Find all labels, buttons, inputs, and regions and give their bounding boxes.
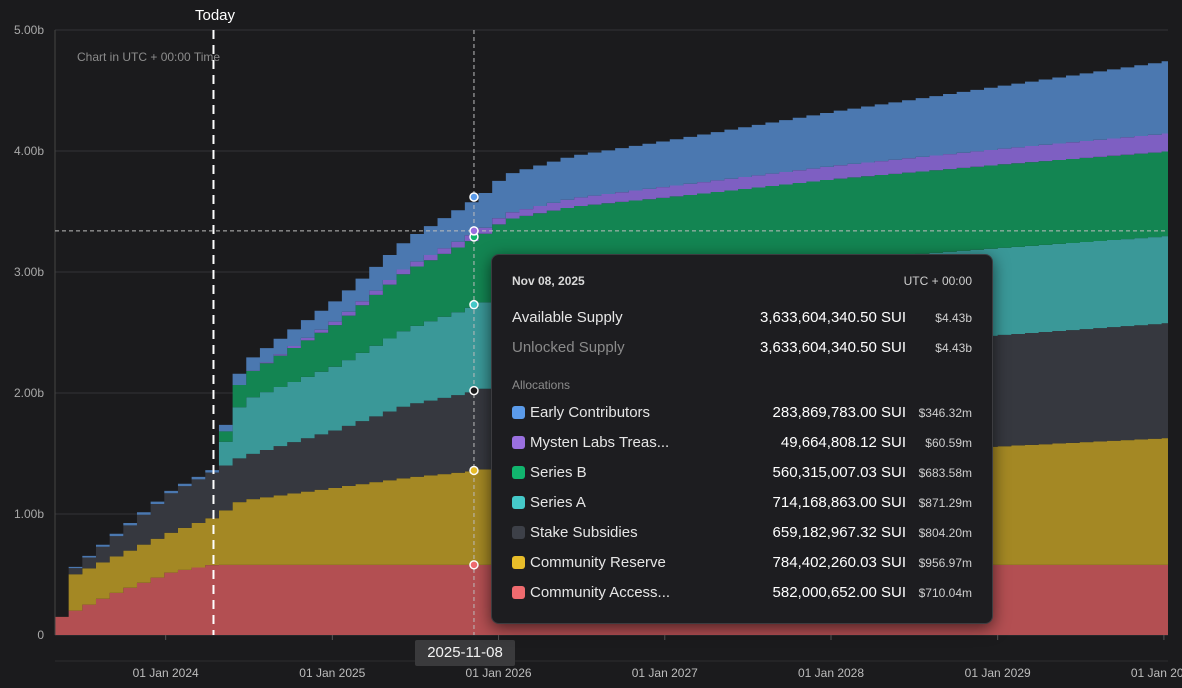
allocation-usd: $346.32m (918, 406, 972, 420)
x-tick-label: 01 Jan 2026 (466, 666, 532, 680)
area-series-b (55, 151, 1168, 617)
y-tick-label: 4.00b (14, 144, 44, 158)
x-tick-label: 01 Jan 2025 (299, 666, 365, 680)
legend-swatch (512, 526, 525, 539)
unlocked-supply-value: 3,633,604,340.50 SUI (760, 339, 906, 356)
allocation-usd: $710.04m (918, 586, 972, 600)
hover-point (469, 192, 479, 202)
y-tick-label: 0 (37, 628, 44, 642)
allocation-value: 49,664,808.12 SUI (780, 434, 906, 451)
area-early-contributors (55, 60, 1168, 617)
legend-swatch (512, 406, 525, 419)
available-supply-label: Available Supply (512, 309, 623, 326)
allocation-label: Series A (530, 494, 586, 511)
allocation-label: Stake Subsidies (530, 524, 638, 541)
hover-point (469, 226, 479, 236)
allocation-label: Community Access... (530, 584, 671, 601)
tooltip-timezone: UTC + 00:00 (903, 274, 972, 288)
allocation-row: Early Contributors 283,869,783.00 SUI $346… (512, 402, 972, 424)
x-tick-label: 01 Jan 2029 (965, 666, 1031, 680)
y-tick-label: 5.00b (14, 23, 44, 37)
allocation-label: Early Contributors (530, 404, 651, 421)
y-tick-label: 3.00b (14, 265, 44, 279)
hover-point (469, 299, 479, 310)
allocation-usd: $956.97m (918, 556, 972, 570)
x-tick-label: 01 Jan 2028 (798, 666, 864, 680)
available-supply-row: Available Supply 3,633,604,340.50 SUI $4… (512, 307, 972, 329)
allocation-row: Mysten Labs Treas... 49,664,808.12 SUI $60… (512, 432, 972, 454)
legend-swatch (512, 436, 525, 449)
hover-point (469, 385, 479, 396)
x-tick-label: 01 Jan 2027 (632, 666, 698, 680)
y-tick-label: 1.00b (14, 507, 44, 521)
hover-point (469, 560, 479, 570)
allocation-row: Community Access... 582,000,652.00 SUI $71… (512, 582, 972, 604)
utc-note: Chart in UTC + 00:00 Time (77, 50, 221, 64)
allocation-value: 582,000,652.00 SUI (772, 584, 906, 601)
allocation-row: Series A 714,168,863.00 SUI $871.29m (512, 492, 972, 514)
allocations-heading: Allocations (512, 378, 571, 392)
legend-swatch (512, 586, 525, 599)
allocation-label: Mysten Labs Treas... (530, 434, 670, 451)
allocation-value: 560,315,007.03 SUI (772, 464, 906, 481)
legend-swatch (512, 496, 525, 509)
hover-point (469, 465, 479, 476)
x-tick-label: 01 Jan 2024 (133, 666, 199, 680)
unlocked-supply-row: Unlocked Supply 3,633,604,340.50 SUI $4.… (512, 337, 972, 359)
tooltip-date: Nov 08, 2025 (512, 274, 585, 288)
allocation-label: Community Reserve (530, 554, 666, 571)
legend-swatch (512, 556, 525, 569)
x-tick-label: 01 Jan 2030 (1131, 666, 1182, 680)
allocation-usd: $871.29m (918, 496, 972, 510)
allocation-usd: $804.20m (918, 526, 972, 540)
today-label: Today (195, 7, 236, 24)
allocation-value: 283,869,783.00 SUI (772, 404, 906, 421)
available-supply-usd: $4.43b (935, 311, 972, 325)
allocation-value: 784,402,260.03 SUI (772, 554, 906, 571)
allocation-label: Series B (530, 464, 587, 481)
allocation-row: Community Reserve 784,402,260.03 SUI $956.… (512, 552, 972, 574)
y-tick-label: 2.00b (14, 386, 44, 400)
allocation-usd: $60.59m (925, 436, 972, 450)
available-supply-value: 3,633,604,340.50 SUI (760, 309, 906, 326)
legend-swatch (512, 466, 525, 479)
allocation-value: 714,168,863.00 SUI (772, 494, 906, 511)
allocation-row: Stake Subsidies 659,182,967.32 SUI $804.20… (512, 522, 972, 544)
tooltip-panel: Nov 08, 2025 UTC + 00:00 Available Suppl… (491, 254, 993, 624)
unlocked-supply-usd: $4.43b (935, 341, 972, 355)
unlocked-supply-label: Unlocked Supply (512, 339, 625, 356)
axes: 0 1.00b 2.00b 3.00b 4.00b 5.00b 01 Jan 2024 01 … (14, 23, 1182, 680)
allocation-usd: $683.58m (918, 466, 972, 480)
hover-markers (55, 30, 1168, 635)
allocation-row: Series B 560,315,007.03 SUI $683.58m (512, 462, 972, 484)
allocation-value: 659,182,967.32 SUI (772, 524, 906, 541)
hover-date-pill: 2025-11-08 (415, 640, 515, 666)
